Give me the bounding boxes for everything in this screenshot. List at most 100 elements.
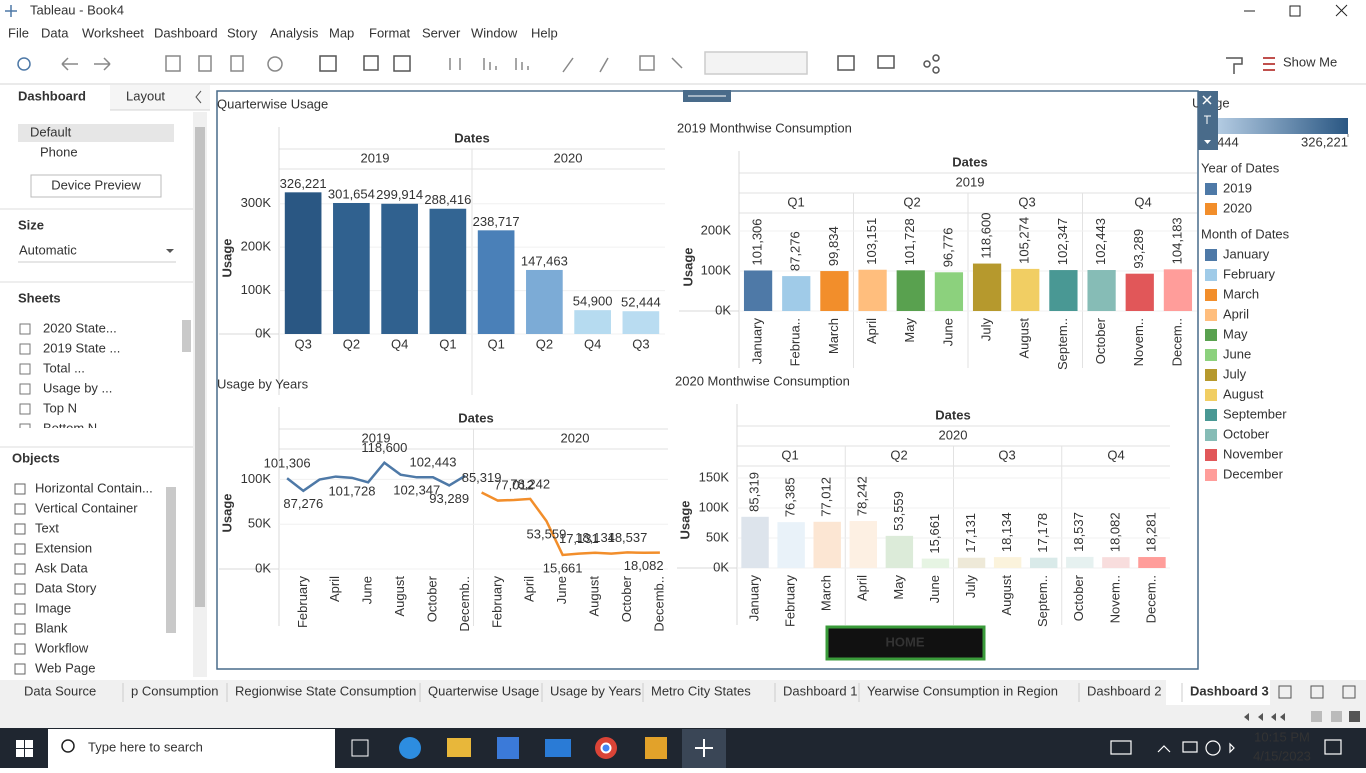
legend-item[interactable]: December — [1223, 466, 1284, 481]
y-tick-label: 100K — [241, 471, 272, 486]
objects-scrollbar[interactable] — [166, 487, 176, 633]
tab-nav-icons[interactable] — [1240, 685, 1360, 722]
menu-item[interactable]: Window — [471, 25, 518, 40]
layout-tab-bg[interactable] — [110, 85, 210, 110]
menu-item[interactable]: Analysis — [270, 25, 319, 40]
object-item[interactable]: Workflow — [35, 640, 89, 655]
home-button[interactable] — [825, 625, 986, 661]
legend-swatch — [1205, 409, 1217, 421]
sheet-item[interactable]: Total ... — [43, 360, 85, 375]
system-tray[interactable] — [1110, 739, 1342, 756]
menu-item[interactable]: File — [8, 25, 29, 40]
y-tick-label: 0K — [715, 302, 731, 317]
sheet-tab[interactable]: Regionwise State Consumption — [235, 683, 416, 698]
object-item[interactable]: Image — [35, 600, 71, 615]
data-label: 78,242 — [855, 476, 870, 516]
sheet-tab[interactable]: Data Source — [24, 683, 96, 698]
data-label: 18,537 — [608, 530, 648, 545]
panel-tab[interactable]: Dashboard — [18, 88, 86, 103]
data-label: 77,012 — [494, 477, 534, 492]
menu-item[interactable]: Server — [422, 25, 461, 40]
data-label: 301,654 — [328, 186, 375, 201]
home-label[interactable]: HOME — [886, 634, 925, 649]
object-item[interactable]: Extension — [35, 540, 92, 555]
menu-item[interactable]: Map — [329, 25, 354, 40]
x-tick-label: Q3 — [632, 336, 649, 351]
window-title: Tableau - Book4 — [30, 2, 124, 17]
legend-item[interactable]: June — [1223, 346, 1251, 361]
search-placeholder[interactable]: Type here to search — [88, 739, 203, 754]
taskbar-apps[interactable] — [351, 729, 726, 768]
toolbar-icons[interactable] — [17, 51, 1275, 75]
data-label: 101,728 — [328, 483, 375, 498]
x-tick-label: Decemb.. — [651, 576, 666, 632]
frame-controls[interactable] — [1198, 91, 1218, 150]
menu-item[interactable]: Worksheet — [82, 25, 144, 40]
collapse-icon[interactable] — [195, 90, 202, 104]
subgroup-label: Q1 — [787, 194, 804, 209]
legend-swatch — [1205, 309, 1217, 321]
object-item[interactable]: Vertical Container — [35, 500, 138, 515]
sheet-item[interactable]: Top N — [43, 400, 77, 415]
legend-item[interactable]: March — [1223, 286, 1259, 301]
menu-item[interactable]: Format — [369, 25, 411, 40]
sheet-tab[interactable]: p Consumption — [131, 683, 218, 698]
legend-item[interactable]: January — [1223, 246, 1270, 261]
object-item[interactable]: Horizontal Contain... — [35, 480, 153, 495]
device-option[interactable]: Default — [30, 124, 72, 139]
sheet-item[interactable]: Usage by ... — [43, 380, 112, 395]
object-item[interactable]: Web Page — [35, 660, 95, 675]
x-tick-label: Q2 — [536, 336, 553, 351]
legend-item[interactable]: 2020 — [1223, 200, 1252, 215]
section-heading: Sheets — [18, 290, 61, 305]
size-value[interactable]: Automatic — [19, 242, 77, 257]
object-item[interactable]: Ask Data — [35, 560, 89, 575]
legend-item[interactable]: July — [1223, 366, 1247, 381]
device-option[interactable]: Phone — [40, 144, 78, 159]
legend-item[interactable]: February — [1223, 266, 1276, 281]
start-button[interactable] — [16, 740, 33, 757]
object-item[interactable]: Text — [35, 520, 59, 535]
menu-item[interactable]: Data — [41, 25, 69, 40]
object-item[interactable]: Data Story — [35, 580, 97, 595]
device-preview-button[interactable] — [30, 174, 162, 198]
data-label: 147,463 — [521, 253, 568, 268]
legend-item[interactable]: April — [1223, 306, 1249, 321]
legend-item[interactable]: August — [1223, 386, 1264, 401]
panel-tab[interactable]: Layout — [126, 88, 165, 103]
data-label: 77,012 — [819, 477, 834, 517]
data-label: 93,289 — [1131, 229, 1146, 269]
sheet-tab[interactable]: Metro City States — [651, 683, 751, 698]
legend-item[interactable]: October — [1223, 426, 1270, 441]
legend-item[interactable]: September — [1223, 406, 1287, 421]
menu-item[interactable]: Help — [531, 25, 558, 40]
data-label: 101,306 — [750, 218, 765, 265]
legend-item[interactable]: May — [1223, 326, 1248, 341]
legend-item[interactable]: November — [1223, 446, 1284, 461]
sheet-tab[interactable]: Quarterwise Usage — [428, 683, 539, 698]
sheets-scrollbar[interactable] — [182, 320, 191, 352]
sheet-tab[interactable]: Yearwise Consumption in Region — [867, 683, 1058, 698]
panel-scrollbar[interactable] — [195, 127, 205, 607]
sheet-item[interactable]: 2020 State... — [43, 320, 117, 335]
size-dropdown[interactable] — [166, 249, 174, 253]
search-box[interactable] — [48, 729, 335, 768]
bar — [741, 516, 769, 568]
menu-item[interactable]: Dashboard — [154, 25, 218, 40]
legend-item[interactable]: 2019 — [1223, 180, 1252, 195]
menu-item[interactable]: Story — [227, 25, 258, 40]
show-me-button[interactable]: Show Me — [1283, 54, 1337, 69]
sheet-icon — [19, 403, 31, 415]
x-tick-label: Q2 — [343, 336, 360, 351]
sheet-item[interactable]: 2019 State ... — [43, 340, 120, 355]
column-header: Dates — [454, 130, 489, 145]
object-item[interactable]: Blank — [35, 620, 68, 635]
window-controls[interactable] — [1244, 4, 1348, 17]
x-tick-label: October — [619, 575, 634, 622]
sheet-tab[interactable]: Dashboard 1 — [783, 683, 857, 698]
data-label: 118,600 — [979, 213, 994, 259]
sheet-tab[interactable]: Usage by Years — [550, 683, 642, 698]
sheet-tab[interactable]: Dashboard 2 — [1087, 683, 1161, 698]
sheet-item[interactable]: Bottom N — [43, 420, 97, 435]
sheet-tab[interactable]: Dashboard 3 — [1190, 683, 1269, 698]
